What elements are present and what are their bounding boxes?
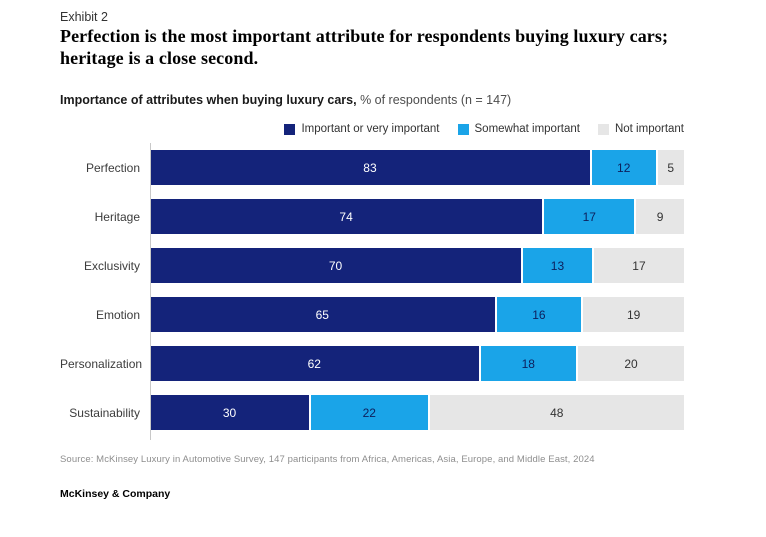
bar-row: Personalization 62 18 20 (60, 346, 684, 381)
value-label: 9 (656, 209, 664, 224)
bar-row: Exclusivity 70 13 17 (60, 248, 684, 283)
bar-row: Heritage 74 17 9 (60, 199, 684, 234)
chart-subtitle-bold: Importance of attributes when buying lux… (60, 93, 357, 107)
bar-segment: 65 (150, 297, 495, 332)
source-note: Source: McKinsey Luxury in Automotive Su… (60, 454, 595, 465)
legend-label: Not important (614, 123, 684, 135)
category-label: Emotion (95, 307, 140, 322)
category-label: Perfection (85, 160, 140, 175)
value-label: 13 (550, 258, 565, 273)
value-label: 5 (667, 160, 675, 175)
chart-subtitle-units: % of respondents (n = 147) (356, 93, 512, 107)
value-label: 12 (617, 160, 631, 175)
bar-segment: 16 (496, 297, 582, 332)
bar-segment: 9 (636, 199, 684, 234)
value-label: 65 (315, 307, 329, 322)
bar-row: Perfection 83 12 5 (60, 150, 684, 185)
legend-swatch-icon (284, 123, 296, 135)
exhibit-label: Exhibit 2 (60, 10, 108, 24)
legend-swatch-icon (597, 123, 609, 135)
mckinsey-company-logo: McKinsey & Company (60, 488, 171, 500)
chart-legend: Important or very important Somewhat impo… (284, 123, 684, 135)
value-label: 17 (632, 258, 646, 273)
bar-segment: 20 (578, 346, 684, 381)
bar-segment: 17 (593, 248, 684, 283)
bar-segment: 30 (150, 395, 309, 430)
bar-track: 83 12 5 (150, 150, 684, 185)
value-label: 48 (550, 405, 564, 420)
bar-segment: 18 (480, 346, 576, 381)
value-label: 16 (532, 307, 546, 322)
value-label: 17 (582, 209, 596, 224)
bar-track: 74 17 9 (150, 199, 684, 234)
value-label: 20 (624, 356, 638, 371)
page-title: Perfection is the most important attribu… (60, 26, 669, 68)
category-label: Exclusivity (83, 258, 140, 273)
bar-segment: 12 (591, 150, 656, 185)
legend-item: Somewhat important (457, 123, 580, 135)
value-label: 19 (626, 307, 641, 322)
chart-subtitle: Importance of attributes when buying lux… (60, 93, 511, 107)
bar-track: 62 18 20 (150, 346, 684, 381)
value-label: 62 (307, 356, 321, 371)
bar-track: 65 16 19 (150, 297, 684, 332)
category-label: Sustainability (69, 405, 140, 420)
legend-item: Important or very important (284, 123, 440, 135)
value-label: 74 (339, 209, 353, 224)
bar-track: 30 22 48 (150, 395, 684, 430)
bar-segment: 22 (311, 395, 428, 430)
bar-segment: 17 (544, 199, 635, 234)
bar-track: 70 13 17 (150, 248, 684, 283)
legend-swatch-icon (457, 123, 469, 135)
y-axis-line (150, 143, 151, 440)
value-label: 83 (363, 160, 377, 175)
category-label: Personalization (60, 356, 143, 371)
legend-item: Not important (597, 123, 684, 135)
bar-row: Sustainability 30 22 48 (60, 395, 684, 430)
value-label: 22 (362, 405, 376, 420)
bar-segment: 13 (523, 248, 592, 283)
bar-segment: 74 (150, 199, 543, 234)
stacked-bar-chart: Perfection 83 12 5 Heritage 74 17 9 Exclusivity 7… (60, 143, 684, 440)
legend-label: Important or very important (301, 123, 440, 135)
value-label: 30 (222, 405, 237, 420)
bar-segment: 62 (150, 346, 479, 381)
bar-segment: 5 (657, 150, 684, 185)
value-label: 70 (328, 258, 343, 273)
legend-label: Somewhat important (474, 123, 580, 135)
bar-row: Emotion 65 16 19 (60, 297, 684, 332)
bar-segment: 83 (150, 150, 590, 185)
value-label: 18 (521, 356, 535, 371)
bar-segment: 70 (150, 248, 521, 283)
bar-segment: 19 (583, 297, 684, 332)
category-label: Heritage (94, 209, 140, 224)
bar-segment: 48 (429, 395, 684, 430)
